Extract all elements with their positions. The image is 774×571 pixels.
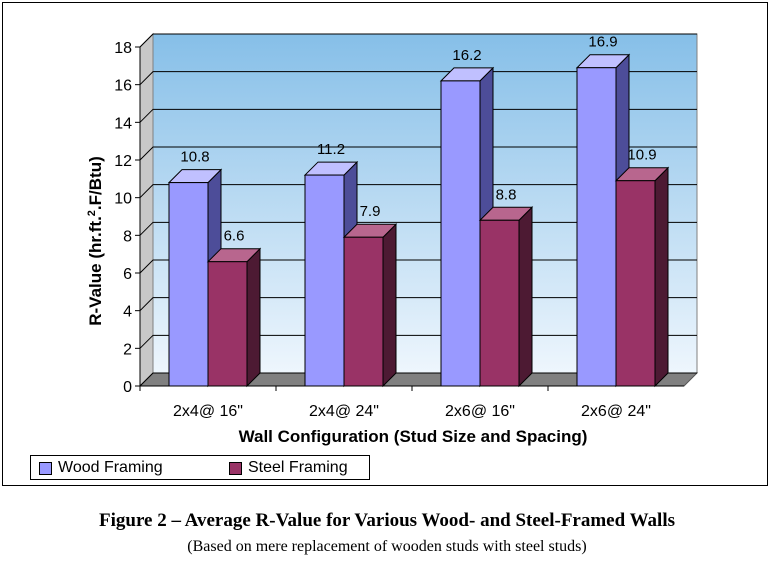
- bar-front-1-1: [343, 236, 384, 387]
- bar-0-0: [167, 168, 223, 388]
- category-label-1: 2x4@ 24": [309, 403, 379, 420]
- bar-1-1: [342, 223, 398, 388]
- bar-side-3-1: [654, 166, 669, 388]
- y-tick-label-5: 10: [114, 191, 132, 208]
- category-label-2: 2x6@ 16": [445, 403, 515, 420]
- data-label-0-0: 10.8: [180, 149, 209, 166]
- y-tick-label-2: 4: [123, 304, 132, 321]
- legend-item-wood: Wood Framing: [39, 459, 163, 477]
- gridline-9: [139, 33, 697, 48]
- chart-plot: 0 2 4 6 8 10 12 14 16 18 2x4@ 16" 10.8 6.6 2x4@ 24" 1…: [86, 32, 699, 446]
- y-tick-label-8: 16: [114, 78, 132, 95]
- x-axis-title: Wall Configuration (Stud Size and Spacin…: [239, 427, 588, 446]
- legend-label-steel: Steel Framing: [248, 459, 348, 476]
- bar-3-1: [614, 166, 670, 388]
- legend-item-steel: Steel Framing: [229, 459, 348, 477]
- bar-side-1-1: [382, 223, 397, 388]
- bar-2-1: [478, 206, 534, 388]
- gridline-5: [139, 184, 697, 199]
- y-tick-label-9: 18: [114, 40, 132, 57]
- y-tick-label-4: 8: [123, 228, 132, 245]
- data-label-3-1: 10.9: [627, 147, 656, 164]
- legend-label-wood: Wood Framing: [58, 459, 163, 476]
- y-tick-label-3: 6: [123, 266, 132, 283]
- figure-subcaption: (Based on mere replacement of wooden stu…: [187, 538, 587, 555]
- legend-swatch-steel: [229, 461, 242, 475]
- plot-side-wall: [139, 32, 154, 388]
- y-tick-label-1: 2: [123, 341, 132, 358]
- bar-front-1-0: [304, 174, 345, 387]
- category-label-3: 2x6@ 24": [581, 403, 651, 420]
- bar-0-1: [206, 247, 262, 388]
- chart-frame: 0 2 4 6 8 10 12 14 16 18 2x4@ 16" 10.8 6.6 2x4@ 24" 1…: [2, 2, 768, 486]
- bar-front-2-0: [440, 80, 481, 387]
- data-label-3-0: 16.9: [588, 34, 617, 51]
- bar-side-0-1: [246, 247, 261, 388]
- gridline-6: [139, 146, 697, 161]
- y-tick-label-6: 12: [114, 153, 132, 170]
- bar-front-3-0: [576, 67, 617, 387]
- data-label-2-0: 16.2: [452, 47, 481, 64]
- data-label-0-1: 6.6: [224, 228, 245, 245]
- gridline-7: [139, 108, 697, 123]
- category-label-0: 2x4@ 16": [173, 403, 243, 420]
- y-tick-label-7: 14: [114, 115, 132, 132]
- y-axis-title: R-Value (hr.ft.2.F/Btu): [86, 156, 105, 326]
- figure-caption: Figure 2 – Average R-Value for Various W…: [99, 510, 675, 531]
- bar-front-0-1: [207, 261, 248, 387]
- legend: Wood Framing Steel Framing: [30, 455, 370, 480]
- data-label-2-1: 8.8: [496, 186, 517, 203]
- data-label-1-0: 11.2: [317, 141, 345, 158]
- bar-front-0-0: [168, 182, 209, 387]
- y-tick-label-0: 0: [123, 379, 132, 396]
- data-label-1-1: 7.9: [360, 203, 381, 220]
- legend-swatch-wood: [39, 461, 52, 475]
- gridline-8: [139, 71, 697, 86]
- bar-front-2-1: [479, 219, 520, 387]
- bar-front-3-1: [615, 180, 656, 387]
- bar-side-2-1: [518, 206, 533, 388]
